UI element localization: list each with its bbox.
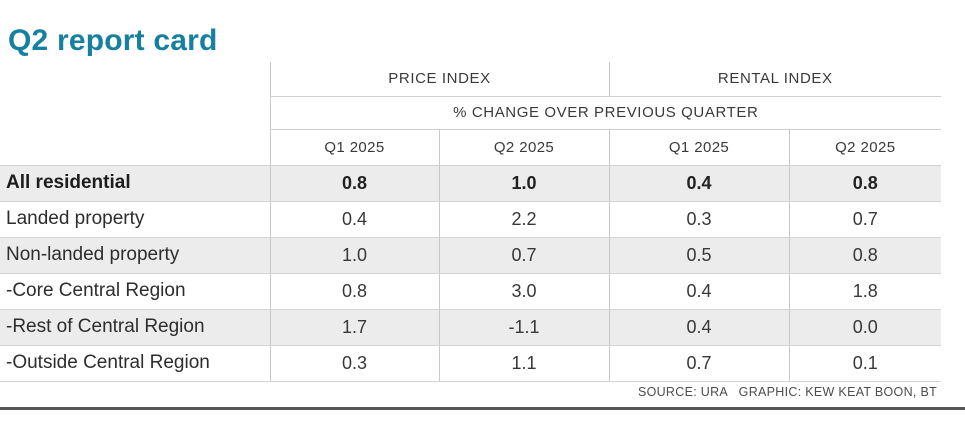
- col-header-price-q1-2025: Q1 2025: [269, 129, 439, 166]
- source-row: SOURCE: URA GRAPHIC: KEW KEAT BOON, BT: [0, 381, 941, 402]
- header-subtitle-row: % CHANGE OVER PREVIOUS QUARTER: [0, 96, 942, 130]
- cell-value: 0.4: [608, 273, 790, 310]
- row-label: Landed property: [0, 201, 270, 238]
- table-row-non-landed-property: Non-landed property 1.0 0.7 0.5 0.8: [0, 237, 942, 274]
- page-title: Q2 report card: [8, 24, 218, 57]
- cell-value: 0.4: [269, 201, 439, 238]
- row-label: -Rest of Central Region: [0, 309, 270, 346]
- cell-value: 0.3: [608, 201, 790, 238]
- header-corner-cell: [0, 129, 270, 166]
- cell-value: 0.7: [788, 201, 942, 238]
- table-row-outside-central-region: -Outside Central Region 0.3 1.1 0.7 0.1: [0, 345, 942, 382]
- header-quarters-row: Q1 2025 Q2 2025 Q1 2025 Q2 2025: [0, 129, 942, 166]
- report-table: PRICE INDEX RENTAL INDEX % CHANGE OVER P…: [0, 62, 942, 402]
- column-group-rental-index: RENTAL INDEX: [608, 62, 942, 97]
- column-group-price-index: PRICE INDEX: [269, 62, 610, 97]
- cell-value: 0.8: [269, 165, 439, 202]
- cell-value: -1.1: [438, 309, 610, 346]
- subheader-pct-change: % CHANGE OVER PREVIOUS QUARTER: [269, 96, 942, 130]
- cell-value: 1.8: [788, 273, 942, 310]
- cell-value: 0.4: [608, 165, 790, 202]
- row-label: All residential: [0, 165, 270, 202]
- cell-value: 2.2: [438, 201, 610, 238]
- cell-value: 0.3: [269, 345, 439, 382]
- row-label: -Core Central Region: [0, 273, 270, 310]
- header-corner-cell: [0, 96, 270, 129]
- cell-value: 1.0: [438, 165, 610, 202]
- cell-value: 0.8: [269, 273, 439, 310]
- table-row-landed-property: Landed property 0.4 2.2 0.3 0.7: [0, 201, 942, 238]
- cell-value: 0.8: [788, 165, 942, 202]
- cell-value: 0.8: [788, 237, 942, 274]
- table-row-core-central-region: -Core Central Region 0.8 3.0 0.4 1.8: [0, 273, 942, 310]
- cell-value: 0.1: [788, 345, 942, 382]
- cell-value: 0.4: [608, 309, 790, 346]
- header-corner-cell: [0, 62, 270, 96]
- source-credit: SOURCE: URA GRAPHIC: KEW KEAT BOON, BT: [637, 384, 938, 399]
- cell-value: 1.7: [269, 309, 439, 346]
- table-row-all-residential: All residential 0.8 1.0 0.4 0.8: [0, 165, 942, 202]
- cell-value: 0.7: [608, 345, 790, 382]
- col-header-price-q2-2025: Q2 2025: [438, 129, 610, 166]
- cell-value: 1.0: [269, 237, 439, 274]
- cell-value: 1.1: [438, 345, 610, 382]
- col-header-rental-q1-2025: Q1 2025: [608, 129, 790, 166]
- cell-value: 3.0: [438, 273, 610, 310]
- cell-value: 0.7: [438, 237, 610, 274]
- row-label: Non-landed property: [0, 237, 270, 274]
- table-row-rest-of-central-region: -Rest of Central Region 1.7 -1.1 0.4 0.0: [0, 309, 942, 346]
- cell-value: 0.5: [608, 237, 790, 274]
- col-header-rental-q2-2025: Q2 2025: [788, 129, 942, 166]
- row-label: -Outside Central Region: [0, 345, 270, 382]
- bottom-rule: [0, 407, 965, 410]
- header-group-row: PRICE INDEX RENTAL INDEX: [0, 62, 942, 97]
- cell-value: 0.0: [788, 309, 942, 346]
